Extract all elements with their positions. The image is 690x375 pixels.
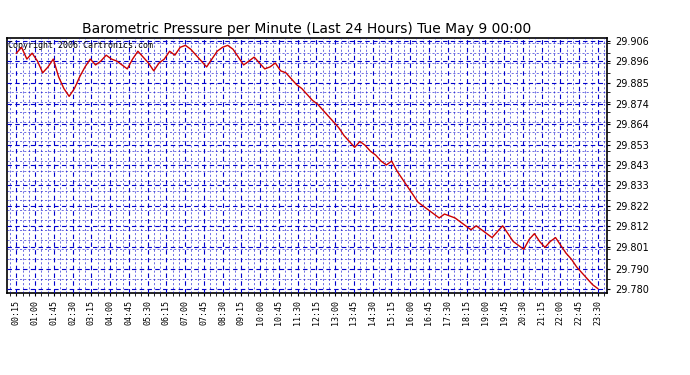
Text: Copyright 2006 Cartronics.com: Copyright 2006 Cartronics.com xyxy=(8,41,153,50)
Title: Barometric Pressure per Minute (Last 24 Hours) Tue May 9 00:00: Barometric Pressure per Minute (Last 24 … xyxy=(82,22,532,36)
